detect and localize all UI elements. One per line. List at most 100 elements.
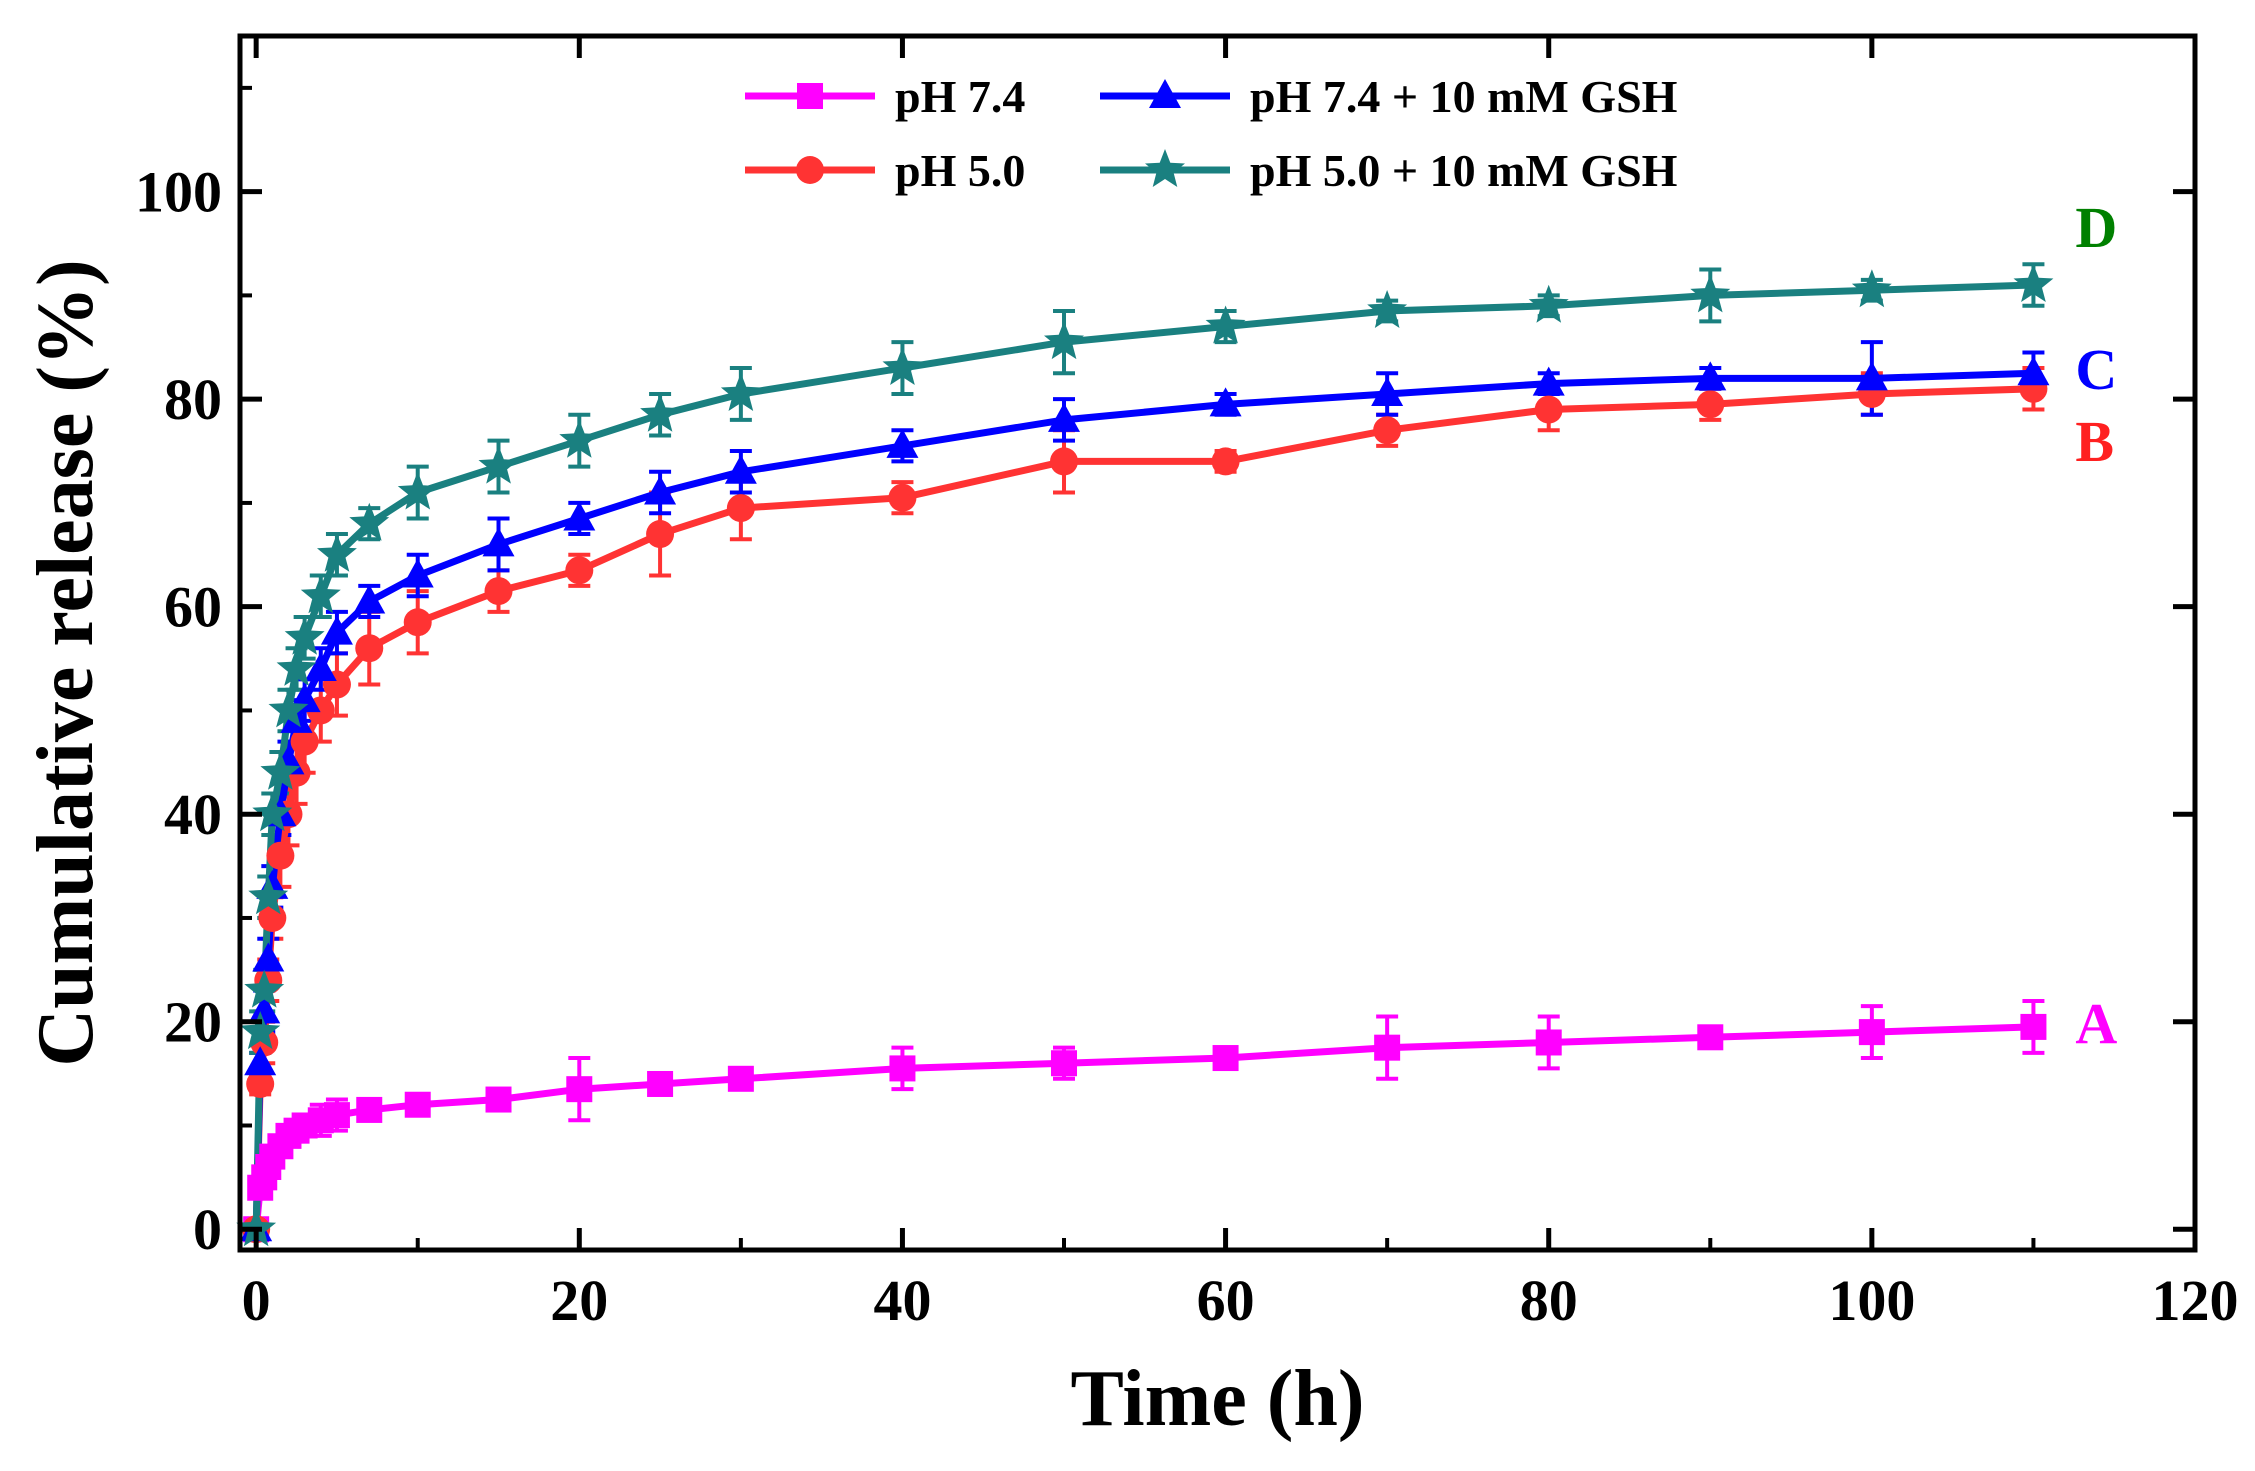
curve-labels: A BC D <box>2075 195 2117 1056</box>
data-point <box>1051 1050 1078 1077</box>
data-point <box>1371 376 1404 406</box>
y-axis-title: Cumulative release (%) <box>22 259 110 1066</box>
data-point <box>888 483 917 512</box>
data-point <box>397 471 438 510</box>
data-point <box>1373 416 1402 445</box>
data-point <box>246 1069 275 1098</box>
curve-label: D <box>2075 195 2117 260</box>
data-point <box>1532 366 1565 396</box>
legend-marker <box>796 156 824 184</box>
data-point <box>1696 390 1725 419</box>
data-point <box>304 651 337 681</box>
data-point <box>726 494 755 523</box>
data-point <box>290 727 319 756</box>
data-point <box>640 393 681 432</box>
x-tick-label: 60 <box>1197 1268 1255 1333</box>
data-point <box>401 558 434 588</box>
data-point <box>566 1076 593 1103</box>
data-point <box>565 556 594 585</box>
series-lines <box>252 281 2034 1230</box>
legend-marker <box>1149 79 1181 108</box>
series-line <box>252 385 2034 1230</box>
data-point <box>248 994 281 1024</box>
data-point <box>1851 269 1892 308</box>
data-point <box>889 1055 916 1082</box>
data-point <box>1212 1045 1239 1072</box>
data-point <box>320 615 353 645</box>
data-point <box>2017 356 2050 386</box>
curve-label: A <box>2075 991 2117 1056</box>
data-point <box>2013 264 2054 302</box>
data-point <box>252 793 293 832</box>
data-point <box>1858 1019 1885 1046</box>
data-point <box>1690 274 1731 313</box>
data-point <box>886 428 919 458</box>
x-tick-label: 40 <box>873 1268 931 1333</box>
data-point <box>317 533 357 572</box>
legend-label: pH 5.0 <box>895 145 1025 196</box>
data-point <box>1535 1029 1562 1056</box>
y-tick-label: 40 <box>164 782 222 847</box>
data-point <box>727 1065 754 1092</box>
data-point <box>260 751 301 790</box>
x-tick-label: 80 <box>1520 1268 1578 1333</box>
data-point <box>646 520 675 549</box>
legend-marker <box>797 83 823 109</box>
legend-label: pH 7.4 + 10 mM GSH <box>1250 71 1678 122</box>
legend-label: pH 5.0 + 10 mM GSH <box>1250 145 1678 196</box>
data-point <box>266 841 295 870</box>
legend: pH 7.4 pH 7.4 + 10 mM GSH pH 5.0 pH 5.0 + 1… <box>745 71 1678 196</box>
data-point <box>1855 361 1888 391</box>
data-point <box>248 876 289 915</box>
data-point <box>1205 305 1246 344</box>
y-tick-label: 60 <box>164 575 222 640</box>
legend-label: pH 7.4 <box>895 71 1025 122</box>
data-point <box>644 475 677 505</box>
y-tick-label: 20 <box>164 990 222 1055</box>
legend-entry: pH 7.4 <box>745 71 1025 122</box>
series-line <box>252 1023 2034 1230</box>
data-point <box>724 454 757 484</box>
data-point <box>720 373 761 411</box>
data-point <box>1209 387 1242 417</box>
data-point <box>1367 290 1408 328</box>
axis-ticks <box>240 36 2198 1250</box>
data-point <box>240 1011 281 1050</box>
data-point <box>1050 447 1079 476</box>
data-point <box>563 501 596 531</box>
data-point <box>882 347 923 385</box>
y-tick-label: 80 <box>164 367 222 432</box>
data-point <box>244 1046 277 1076</box>
data-point <box>482 527 515 557</box>
data-point <box>1697 1024 1724 1051</box>
series-line <box>252 369 2034 1230</box>
data-point <box>485 1086 512 1113</box>
legend-entry: pH 5.0 + 10 mM GSH <box>1100 145 1678 196</box>
x-tick-label: 120 <box>2152 1268 2239 1333</box>
data-point <box>2020 1013 2047 1040</box>
data-point <box>268 689 309 728</box>
data-point <box>284 616 325 655</box>
legend-entry: pH 5.0 <box>745 145 1025 196</box>
data-point <box>323 1102 350 1129</box>
data-point <box>647 1070 674 1097</box>
data-point <box>404 1091 431 1118</box>
data-point <box>1528 284 1569 323</box>
y-tick-label: 0 <box>193 1197 222 1262</box>
data-point <box>403 608 432 637</box>
data-point <box>559 419 600 458</box>
series-line <box>252 281 2034 1230</box>
data-point <box>355 634 384 663</box>
data-point <box>349 502 390 541</box>
data-point <box>300 575 341 614</box>
data-point <box>478 445 519 484</box>
data-point <box>1048 402 1081 432</box>
data-point <box>356 1096 383 1123</box>
curve-label: C <box>2075 337 2117 402</box>
data-point <box>276 647 317 686</box>
data-point <box>244 969 285 1008</box>
data-point <box>1694 361 1727 391</box>
legend-entry: pH 7.4 + 10 mM GSH <box>1100 71 1678 122</box>
